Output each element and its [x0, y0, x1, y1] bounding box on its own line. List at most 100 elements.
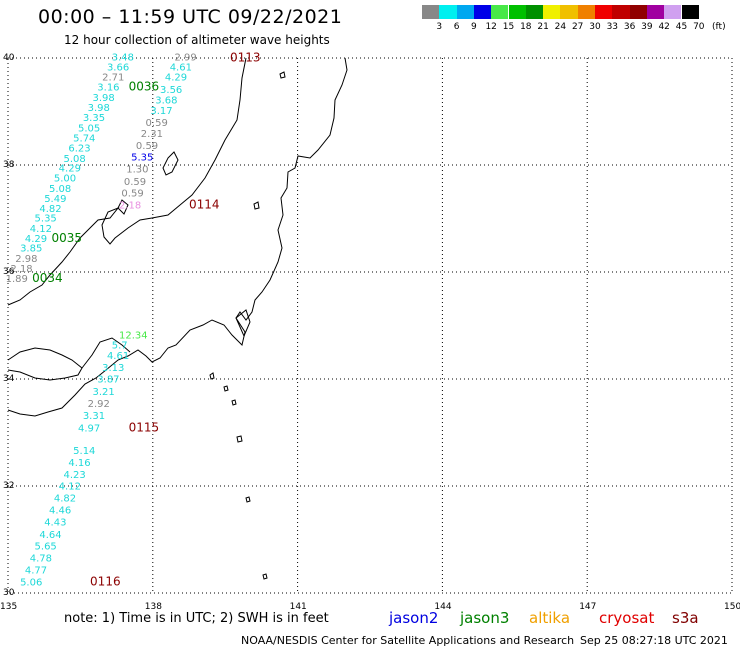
generated-timestamp: Sep 25 08:27:18 UTC 2021	[580, 634, 728, 647]
swh-value: 3.85	[20, 244, 42, 255]
lat-tick-label: 36	[3, 267, 15, 277]
swh-value: 4.12	[30, 224, 52, 235]
colorbar-label: 30	[589, 22, 601, 32]
lat-tick-label: 34	[3, 374, 15, 384]
swh-value: 3.21	[92, 387, 114, 398]
swh-value: 1.30	[126, 164, 148, 175]
colorbar-swatch	[422, 5, 440, 19]
swh-value: 5.14	[73, 446, 95, 457]
swh-value: 0.59	[124, 177, 146, 188]
swh-value: 2.92	[88, 399, 110, 410]
swh-value: 4.23	[64, 470, 86, 481]
footer-note: note: 1) Time is in UTC; 2) SWH is in fe…	[64, 611, 329, 626]
swh-value: 4.12	[59, 482, 81, 493]
lon-tick-label: 150	[724, 602, 740, 612]
islet-3	[209, 372, 215, 380]
swh-value: 4.61	[107, 351, 129, 362]
swh-value: 3.98	[88, 103, 110, 114]
map-frame	[7, 57, 733, 594]
swh-value: 3.98	[92, 93, 114, 104]
colorbar-swatch	[491, 5, 509, 19]
lat-tick-label: 40	[3, 53, 15, 63]
satellite-s3a: s3a	[672, 609, 699, 627]
colorbar-label: 15	[502, 22, 515, 32]
swh-value: 4.43	[44, 518, 66, 529]
credit-line: NOAA/NESDIS Center for Satellite Applica…	[241, 634, 575, 647]
swh-value: 3.31	[83, 411, 105, 422]
swh-value: 4.61	[170, 62, 192, 73]
swh-value: 2.31	[141, 129, 163, 140]
lat-tick-label: 30	[3, 588, 15, 598]
colorbar-swatch	[577, 5, 595, 19]
swh-value: 5.35	[131, 153, 153, 164]
swh-value: 3.56	[160, 85, 182, 96]
shikoku-coast	[7, 347, 83, 381]
swh-value: 5.08	[64, 154, 86, 165]
swh-value: 4.82	[54, 494, 76, 505]
islet-4	[236, 435, 243, 443]
swh-value: 0.59	[146, 118, 168, 129]
swh-value: 5.74	[73, 133, 95, 144]
colorbar-swatch	[629, 5, 647, 19]
swh-value: 5.06	[20, 578, 42, 589]
swh-value: 5.7	[112, 341, 128, 352]
swh-value: 5.08	[49, 184, 71, 195]
satellite-jason3: jason3	[460, 609, 510, 627]
pass-time-label: 0115	[129, 420, 160, 434]
honshu-coast	[7, 57, 348, 417]
swh-value: 1.89	[6, 274, 28, 285]
swh-value: 5.05	[78, 123, 100, 134]
swh-value: 5.49	[44, 194, 66, 205]
swh-value: 4.29	[59, 163, 81, 174]
pass-time-label: 0034	[32, 271, 63, 285]
swh-value: 3.35	[83, 113, 105, 124]
swh-value: 3.87	[97, 375, 119, 386]
swh-value: 4.29	[165, 72, 187, 83]
satellite-jason2: jason2	[389, 609, 439, 627]
islet-1	[279, 71, 286, 79]
colorbar-label: 24	[554, 22, 567, 32]
lon-tick-label: 138	[144, 602, 162, 612]
swh-value: 3.13	[102, 363, 124, 374]
islet-5	[245, 496, 251, 503]
colorbar-label: 33	[606, 22, 619, 32]
colorbar-label: 9	[471, 22, 477, 32]
colorbar-swatch	[560, 5, 578, 19]
swh-value: 4.46	[49, 505, 71, 516]
swh-value: 2.98	[15, 254, 37, 265]
swh-value: 3.68	[155, 95, 177, 106]
swh-value: 0.59	[121, 189, 143, 200]
satellite-altika: altika	[529, 609, 571, 627]
swh-value: 3.16	[97, 83, 119, 94]
swh-value: 5.00	[54, 174, 76, 185]
swh-value: 3.66	[107, 62, 129, 73]
pass-time-label: 0036	[129, 80, 160, 94]
islet-6	[262, 573, 268, 580]
swh-value: 4.78	[30, 553, 52, 564]
colorbar-label: 42	[658, 22, 670, 32]
swh-value: 3.17	[150, 106, 172, 117]
swh-value: 4.77	[25, 566, 47, 577]
lon-tick-label: 144	[434, 602, 452, 612]
islet-7	[223, 385, 229, 392]
pass-time-label: 0035	[51, 231, 82, 245]
japan-sea-coast	[7, 57, 247, 306]
colorbar-swatch	[508, 5, 526, 19]
colorbar-units: (ft)	[712, 22, 726, 32]
lat-tick-label: 38	[3, 160, 15, 170]
kii-coast	[81, 337, 131, 369]
satellite-cryosat: cryosat	[599, 609, 655, 627]
lon-tick-label: 147	[579, 602, 597, 612]
lon-tick-label: 135	[0, 602, 18, 612]
swh-value: 2.99	[175, 53, 197, 64]
lat-lon-grid	[7, 57, 733, 594]
colorbar-label: 18	[520, 22, 532, 32]
colorbar-label: 6	[453, 22, 460, 32]
swh-value: 6.23	[68, 144, 90, 155]
colorbar-label: 12	[485, 22, 497, 32]
colorbar-label: 39	[641, 22, 653, 32]
colorbar-swatch	[646, 5, 665, 19]
islet-8	[231, 399, 237, 406]
swh-value: 3.48	[112, 53, 134, 64]
